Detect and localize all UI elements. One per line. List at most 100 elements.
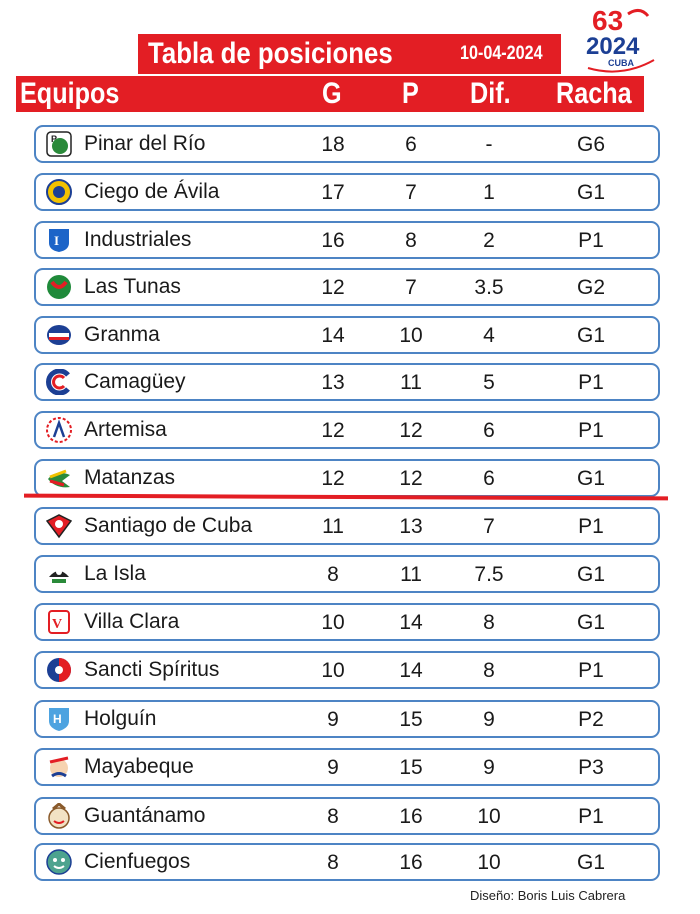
ciego-de-avila-logo-icon bbox=[46, 179, 72, 205]
villa-clara-logo-icon: V bbox=[48, 610, 70, 634]
design-credit: Diseño: Boris Luis Cabrera bbox=[470, 888, 626, 903]
games-behind-value: 4 bbox=[483, 324, 495, 347]
column-header-bar bbox=[16, 76, 644, 112]
losses-value: 12 bbox=[399, 467, 423, 490]
table-row: Guantánamo 8 16 10 P1 bbox=[34, 797, 660, 835]
table-row: Granma 14 10 4 G1 bbox=[34, 316, 660, 354]
team-name: Matanzas bbox=[84, 466, 176, 489]
streak-value: G2 bbox=[576, 276, 605, 299]
series-63-logo: 63 2024 CUBA bbox=[586, 5, 655, 73]
artemisa-logo-icon bbox=[46, 417, 72, 443]
games-behind-value: 7.5 bbox=[474, 563, 504, 586]
table-row: Camagüey 13 11 5 P1 bbox=[34, 363, 660, 401]
mayabeque-logo-icon bbox=[49, 756, 69, 778]
streak-value: P1 bbox=[578, 659, 604, 682]
team-name: Sancti Spíritus bbox=[84, 658, 220, 681]
guantanamo-logo-icon bbox=[48, 803, 70, 829]
streak-value: P1 bbox=[578, 419, 604, 442]
team-name: Artemisa bbox=[84, 418, 167, 441]
table-row: Matanzas 12 12 6 G1 bbox=[34, 459, 660, 497]
losses-value: 11 bbox=[400, 371, 422, 394]
table-row: P Pinar del Río 18 6 - G6 bbox=[34, 125, 660, 163]
table-row: V Villa Clara 10 14 8 G1 bbox=[34, 603, 660, 641]
losses-value: 16 bbox=[399, 851, 423, 874]
wins-value: 13 bbox=[321, 371, 345, 394]
losses-value: 8 bbox=[405, 229, 417, 252]
losses-value: 13 bbox=[399, 515, 423, 538]
wins-value: 12 bbox=[321, 276, 345, 299]
logo-country: CUBA bbox=[608, 58, 634, 68]
wins-value: 9 bbox=[327, 756, 339, 779]
wins-value: 10 bbox=[321, 659, 345, 682]
losses-value: 7 bbox=[405, 181, 417, 204]
camaguey-logo-icon bbox=[46, 369, 70, 395]
team-name: Granma bbox=[84, 323, 160, 346]
wins-value: 14 bbox=[321, 324, 345, 347]
games-behind-value: 3.5 bbox=[474, 276, 504, 299]
losses-value: 14 bbox=[399, 611, 423, 634]
team-name: Santiago de Cuba bbox=[84, 514, 253, 537]
table-row: Cienfuegos 8 16 10 G1 bbox=[34, 843, 660, 881]
games-behind-value: 8 bbox=[483, 659, 495, 682]
holguin-logo-icon: H bbox=[49, 708, 69, 731]
streak-value: P3 bbox=[578, 756, 604, 779]
wins-value: 10 bbox=[321, 611, 345, 634]
team-name: Cienfuegos bbox=[84, 850, 191, 873]
games-behind-value: 5 bbox=[483, 371, 495, 394]
wins-value: 11 bbox=[322, 515, 344, 538]
games-behind-value: 10 bbox=[477, 805, 501, 828]
column-header-dif: Dif. bbox=[470, 77, 511, 110]
table-row: I Industriales 16 8 2 P1 bbox=[34, 221, 660, 259]
team-name: Holguín bbox=[84, 707, 157, 730]
streak-value: P1 bbox=[578, 229, 604, 252]
team-name: Industriales bbox=[84, 228, 192, 251]
industriales-logo-icon: I bbox=[49, 229, 69, 252]
wins-value: 8 bbox=[327, 805, 339, 828]
streak-value: P1 bbox=[578, 805, 604, 828]
pinar-del-rio-logo-icon: P bbox=[46, 131, 72, 157]
date-label: 10-04-2024 bbox=[460, 43, 543, 64]
wins-value: 12 bbox=[321, 419, 345, 442]
cienfuegos-logo-icon bbox=[46, 849, 72, 875]
logo-year: 2024 bbox=[586, 33, 640, 60]
losses-value: 11 bbox=[400, 563, 422, 586]
wins-value: 18 bbox=[321, 133, 345, 156]
losses-value: 15 bbox=[399, 708, 423, 731]
las-tunas-logo-icon bbox=[47, 275, 71, 299]
column-header-p: P bbox=[402, 77, 419, 110]
games-behind-value: 9 bbox=[483, 756, 495, 779]
svg-text:H: H bbox=[53, 712, 62, 726]
streak-value: G1 bbox=[576, 324, 605, 347]
matanzas-logo-icon bbox=[48, 469, 70, 488]
table-row: H Holguín 9 15 9 P2 bbox=[34, 700, 660, 738]
losses-value: 10 bbox=[399, 324, 423, 347]
title-banner bbox=[138, 34, 561, 74]
table-row: Santiago de Cuba 11 13 7 P1 bbox=[34, 507, 660, 545]
team-name: Villa Clara bbox=[84, 610, 180, 633]
games-behind-value: 7 bbox=[483, 515, 495, 538]
team-name: La Isla bbox=[84, 562, 146, 585]
games-behind-value: 1 bbox=[483, 181, 495, 204]
table-row: Ciego de Ávila 17 7 1 G1 bbox=[34, 173, 660, 211]
streak-value: G1 bbox=[576, 467, 605, 490]
sancti-spiritus-logo-icon bbox=[47, 658, 71, 682]
games-behind-value: 10 bbox=[477, 851, 501, 874]
table-row: Mayabeque 9 15 9 P3 bbox=[34, 748, 660, 786]
streak-value: P2 bbox=[578, 708, 604, 731]
column-header-team: Equipos bbox=[20, 77, 120, 110]
logo-number: 63 bbox=[592, 5, 623, 36]
games-behind-value: 9 bbox=[483, 708, 495, 731]
streak-value: P1 bbox=[578, 371, 604, 394]
streak-value: G1 bbox=[576, 851, 605, 874]
page-title: Tabla de posiciones bbox=[148, 37, 393, 70]
column-header-g: G bbox=[322, 77, 342, 110]
team-name: Guantánamo bbox=[84, 804, 206, 827]
wins-value: 12 bbox=[321, 467, 345, 490]
streak-value: G6 bbox=[576, 133, 605, 156]
streak-value: P1 bbox=[578, 515, 604, 538]
table-row: Artemisa 12 12 6 P1 bbox=[34, 411, 660, 449]
granma-logo-icon bbox=[47, 325, 71, 345]
streak-value: G1 bbox=[576, 181, 605, 204]
team-name: Mayabeque bbox=[84, 755, 194, 778]
team-name: Las Tunas bbox=[84, 275, 181, 298]
